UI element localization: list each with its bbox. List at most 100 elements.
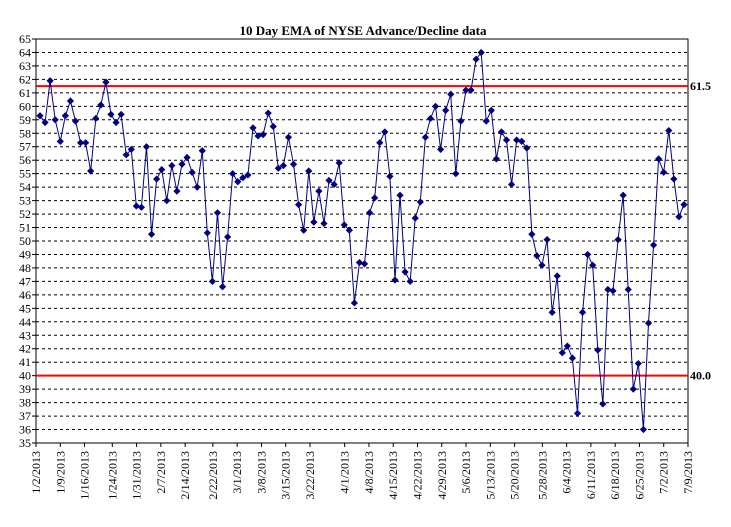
data-point bbox=[300, 226, 308, 234]
data-point bbox=[462, 86, 470, 94]
y-tick-label: 39 bbox=[19, 382, 31, 396]
y-tick-label: 56 bbox=[19, 153, 31, 167]
data-point bbox=[259, 131, 267, 139]
data-point bbox=[168, 161, 176, 170]
y-tick-label: 37 bbox=[19, 409, 31, 423]
data-point bbox=[173, 187, 181, 195]
data-point bbox=[680, 201, 688, 209]
x-tick-label: 6/4/2013 bbox=[560, 451, 574, 494]
data-point bbox=[178, 160, 186, 168]
data-point bbox=[320, 219, 328, 228]
data-point bbox=[340, 221, 348, 229]
y-tick-label: 40 bbox=[19, 369, 31, 383]
data-point bbox=[609, 287, 617, 295]
data-point bbox=[558, 349, 566, 357]
data-point bbox=[472, 55, 480, 63]
x-tick-label: 6/11/2013 bbox=[584, 451, 598, 499]
x-axis: 1/2/2013 1/9/2013 1/16/2013 1/24/2013 1/31/2… bbox=[29, 443, 695, 500]
data-point bbox=[61, 112, 69, 120]
data-point bbox=[71, 117, 80, 125]
x-tick-label: 6/18/2013 bbox=[608, 451, 622, 500]
data-point bbox=[87, 167, 95, 175]
data-point bbox=[391, 276, 399, 284]
data-point bbox=[142, 143, 151, 151]
y-tick-label: 44 bbox=[19, 315, 31, 329]
data-point bbox=[66, 97, 75, 105]
x-tick-label: 1/31/2013 bbox=[130, 451, 144, 500]
data-point bbox=[218, 283, 227, 291]
data-point bbox=[350, 299, 358, 307]
data-point bbox=[360, 260, 369, 268]
data-point bbox=[97, 101, 105, 109]
data-point bbox=[355, 258, 364, 267]
data-point bbox=[660, 168, 668, 176]
y-tick-label: 41 bbox=[19, 355, 31, 369]
data-point bbox=[513, 136, 521, 144]
x-tick-label: 2/7/2013 bbox=[154, 451, 168, 494]
y-tick-label: 42 bbox=[19, 342, 31, 356]
data-point bbox=[213, 209, 222, 217]
data-point bbox=[315, 187, 323, 195]
data-point bbox=[436, 145, 445, 154]
y-tick-label: 60 bbox=[19, 99, 31, 113]
data-point bbox=[634, 359, 642, 368]
data-point bbox=[208, 277, 217, 285]
data-point bbox=[447, 90, 455, 98]
data-point bbox=[649, 241, 658, 249]
x-tick-label: 3/1/2013 bbox=[230, 451, 244, 494]
data-point bbox=[56, 137, 64, 145]
y-tick-label: 54 bbox=[19, 180, 31, 194]
x-tick-label: 7/9/2013 bbox=[681, 451, 695, 494]
data-point bbox=[396, 191, 404, 199]
data-point bbox=[234, 178, 242, 186]
data-point bbox=[279, 161, 288, 170]
data-point bbox=[269, 122, 277, 131]
data-point bbox=[386, 172, 394, 180]
data-point bbox=[249, 124, 257, 132]
data-point bbox=[132, 202, 140, 210]
y-tick-label: 53 bbox=[19, 194, 31, 208]
data-point bbox=[584, 250, 592, 259]
y-tick-label: 51 bbox=[19, 221, 31, 235]
y-tick-label: 65 bbox=[19, 32, 31, 46]
data-point bbox=[36, 112, 44, 120]
data-point bbox=[76, 139, 85, 147]
data-point bbox=[163, 197, 171, 205]
x-tick-label: 4/8/2013 bbox=[362, 451, 376, 494]
x-tick-label: 1/24/2013 bbox=[105, 451, 119, 500]
data-point bbox=[619, 191, 627, 199]
data-point bbox=[183, 153, 191, 162]
y-tick-label: 64 bbox=[19, 45, 31, 59]
reference-lines: 61.5 40.0 bbox=[36, 79, 711, 383]
data-point bbox=[239, 174, 247, 182]
data-point bbox=[284, 133, 293, 141]
data-point bbox=[264, 109, 272, 117]
data-point bbox=[518, 137, 526, 145]
data-point bbox=[224, 233, 232, 241]
data-point bbox=[92, 114, 100, 123]
data-point bbox=[112, 118, 120, 127]
data-point bbox=[578, 308, 587, 316]
data-point bbox=[153, 175, 161, 183]
data-point bbox=[528, 230, 536, 238]
data-point bbox=[401, 268, 409, 276]
data-point bbox=[487, 106, 495, 114]
data-point bbox=[599, 400, 607, 408]
x-tick-label: 5/28/2013 bbox=[535, 451, 549, 500]
x-tick-label: 3/8/2013 bbox=[254, 451, 268, 494]
y-tick-label: 61 bbox=[19, 86, 31, 100]
data-point bbox=[538, 261, 546, 269]
x-tick-label: 6/25/2013 bbox=[632, 451, 646, 500]
data-point bbox=[137, 203, 146, 211]
y-tick-label: 59 bbox=[19, 113, 31, 127]
data-point bbox=[568, 354, 577, 362]
y-tick-label: 52 bbox=[19, 207, 31, 221]
data-point bbox=[457, 117, 465, 125]
data-point bbox=[376, 139, 384, 147]
data-point bbox=[122, 151, 130, 159]
x-tick-label: 5/13/2013 bbox=[483, 451, 497, 500]
data-point bbox=[502, 136, 511, 144]
data-point bbox=[507, 180, 516, 189]
y-tick-label: 58 bbox=[19, 126, 31, 140]
data-point bbox=[421, 133, 429, 141]
